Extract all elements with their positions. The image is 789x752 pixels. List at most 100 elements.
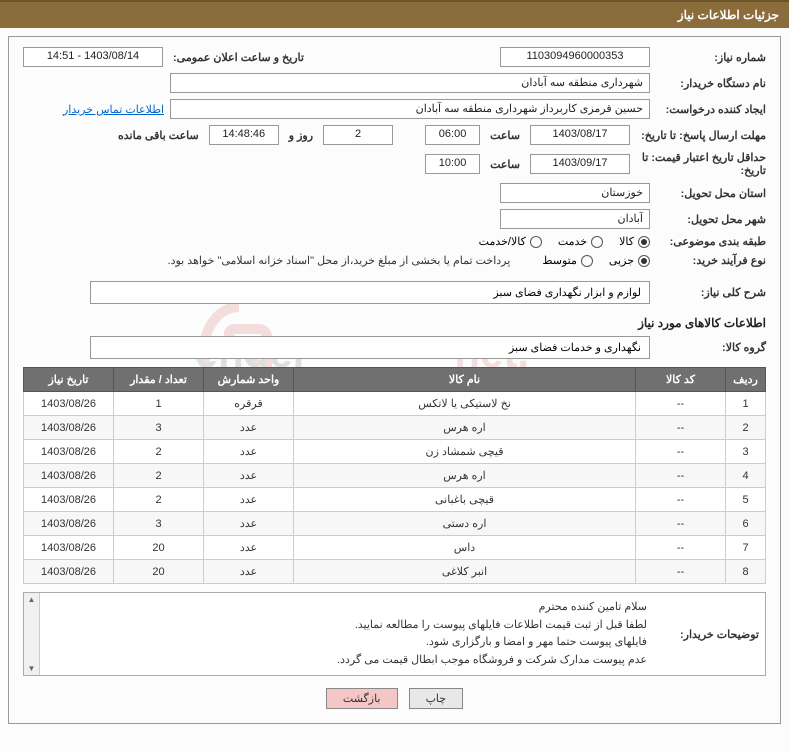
validity-date: 1403/09/17 xyxy=(530,154,630,174)
table-cell: 2 xyxy=(114,464,204,488)
radio-medium[interactable] xyxy=(581,255,593,267)
radio-medium-label: متوسط xyxy=(542,254,577,267)
table-cell: قیچی شمشاد زن xyxy=(294,440,636,464)
table-cell: 2 xyxy=(726,416,766,440)
table-header: کد کالا xyxy=(636,368,726,392)
category-radio-group: کالا خدمت کالا/خدمت xyxy=(479,235,650,248)
table-cell: قیچی باغبانی xyxy=(294,488,636,512)
scrollbar[interactable]: ▲ ▼ xyxy=(24,593,40,675)
table-cell: عدد xyxy=(204,416,294,440)
process-radio-group: جزیی متوسط xyxy=(542,254,650,267)
deadline-time: 06:00 xyxy=(425,125,480,145)
table-cell: 1403/08/26 xyxy=(24,536,114,560)
deadline-label: مهلت ارسال پاسخ: تا تاریخ: xyxy=(636,129,766,142)
table-row: 4--اره هرسعدد21403/08/26 xyxy=(24,464,766,488)
table-header: تعداد / مقدار xyxy=(114,368,204,392)
table-row: 7--داسعدد201403/08/26 xyxy=(24,536,766,560)
table-cell: -- xyxy=(636,464,726,488)
province-label: استان محل تحویل: xyxy=(656,187,766,200)
radio-service[interactable] xyxy=(591,236,603,248)
table-cell: 4 xyxy=(726,464,766,488)
table-cell: 20 xyxy=(114,536,204,560)
radio-both[interactable] xyxy=(530,236,542,248)
table-cell: اره دستی xyxy=(294,512,636,536)
process-label: نوع فرآیند خرید: xyxy=(656,254,766,267)
table-cell: قرقره xyxy=(204,392,294,416)
time-label-1: ساعت xyxy=(486,129,524,142)
table-header: تاریخ نیاز xyxy=(24,368,114,392)
table-cell: اره هرس xyxy=(294,416,636,440)
category-label: طبقه بندی موضوعی: xyxy=(656,235,766,248)
scroll-up-icon: ▲ xyxy=(28,595,36,604)
note-line: عدم پیوست مدارک شرکت و فروشگاه موجب ابطا… xyxy=(48,652,647,670)
table-cell: 2 xyxy=(114,440,204,464)
button-row: چاپ بازگشت xyxy=(23,688,766,709)
table-cell: 20 xyxy=(114,560,204,584)
days-remaining: 2 xyxy=(323,125,393,145)
validity-label: حداقل تاریخ اعتبار قیمت: تا تاریخ: xyxy=(636,151,766,177)
requester-label: ایجاد کننده درخواست: xyxy=(656,103,766,116)
table-row: 5--قیچی باغبانیعدد21403/08/26 xyxy=(24,488,766,512)
table-cell: 2 xyxy=(114,488,204,512)
table-cell: عدد xyxy=(204,560,294,584)
table-cell: 8 xyxy=(726,560,766,584)
radio-service-label: خدمت xyxy=(558,235,587,248)
table-cell: اره هرس xyxy=(294,464,636,488)
table-row: 3--قیچی شمشاد زنعدد21403/08/26 xyxy=(24,440,766,464)
hours-remaining: 14:48:46 xyxy=(209,125,279,145)
table-cell: 1 xyxy=(114,392,204,416)
group-label: گروه کالا: xyxy=(656,341,766,354)
table-cell: 1403/08/26 xyxy=(24,392,114,416)
radio-small[interactable] xyxy=(638,255,650,267)
table-cell: 3 xyxy=(114,416,204,440)
table-cell: 3 xyxy=(114,512,204,536)
table-cell: عدد xyxy=(204,488,294,512)
province-value: خوزستان xyxy=(500,183,650,203)
table-cell: -- xyxy=(636,536,726,560)
announce-label: تاریخ و ساعت اعلان عمومی: xyxy=(169,51,308,64)
buyer-org-value: شهرداری منطقه سه آبادان xyxy=(170,73,650,93)
table-cell: 1403/08/26 xyxy=(24,560,114,584)
table-cell: 1 xyxy=(726,392,766,416)
time-label-2: ساعت xyxy=(486,158,524,171)
note-line: لطفا قبل از ثبت قیمت اطلاعات فایلهای پیو… xyxy=(48,617,647,635)
table-cell: عدد xyxy=(204,512,294,536)
announce-value: 1403/08/14 - 14:51 xyxy=(23,47,163,67)
back-button[interactable]: بازگشت xyxy=(326,688,398,709)
table-cell: عدد xyxy=(204,536,294,560)
radio-goods-label: کالا xyxy=(619,235,634,248)
table-cell: 5 xyxy=(726,488,766,512)
deadline-date: 1403/08/17 xyxy=(530,125,630,145)
table-cell: 3 xyxy=(726,440,766,464)
table-cell: -- xyxy=(636,440,726,464)
radio-small-label: جزیی xyxy=(609,254,634,267)
table-header: نام کالا xyxy=(294,368,636,392)
radio-goods[interactable] xyxy=(638,236,650,248)
contact-link[interactable]: اطلاعات تماس خریدار xyxy=(63,103,164,116)
hours-suffix: ساعت باقی مانده xyxy=(114,129,203,142)
table-cell: -- xyxy=(636,416,726,440)
table-cell: عدد xyxy=(204,464,294,488)
table-cell: عدد xyxy=(204,440,294,464)
goods-section-title: اطلاعات کالاهای مورد نیاز xyxy=(23,316,766,330)
table-row: 1--نخ لاستیکی یا لاتکسقرقره11403/08/26 xyxy=(24,392,766,416)
table-cell: -- xyxy=(636,488,726,512)
city-value: آبادان xyxy=(500,209,650,229)
table-row: 6--اره دستیعدد31403/08/26 xyxy=(24,512,766,536)
note-line: سلام تامین کننده محترم xyxy=(48,599,647,617)
buyer-notes-text: سلام تامین کننده محترم لطفا قبل از ثبت ق… xyxy=(40,593,655,675)
table-row: 8--انبر کلاغیعدد201403/08/26 xyxy=(24,560,766,584)
table-header: واحد شمارش xyxy=(204,368,294,392)
need-no-label: شماره نیاز: xyxy=(656,51,766,64)
page-header: جزئیات اطلاعات نیاز xyxy=(0,0,789,28)
requester-value: حسین قرمزی کاربرداز شهرداری منطقه سه آبا… xyxy=(170,99,650,119)
group-value: نگهداری و خدمات فضای سبز xyxy=(90,336,650,359)
table-cell: 1403/08/26 xyxy=(24,416,114,440)
table-cell: 1403/08/26 xyxy=(24,464,114,488)
radio-both-label: کالا/خدمت xyxy=(479,235,526,248)
buyer-notes-label: توضیحات خریدار: xyxy=(655,593,765,675)
validity-time: 10:00 xyxy=(425,154,480,174)
table-cell: -- xyxy=(636,560,726,584)
print-button[interactable]: چاپ xyxy=(409,688,464,709)
goods-table: ردیفکد کالانام کالاواحد شمارشتعداد / مقد… xyxy=(23,367,766,584)
